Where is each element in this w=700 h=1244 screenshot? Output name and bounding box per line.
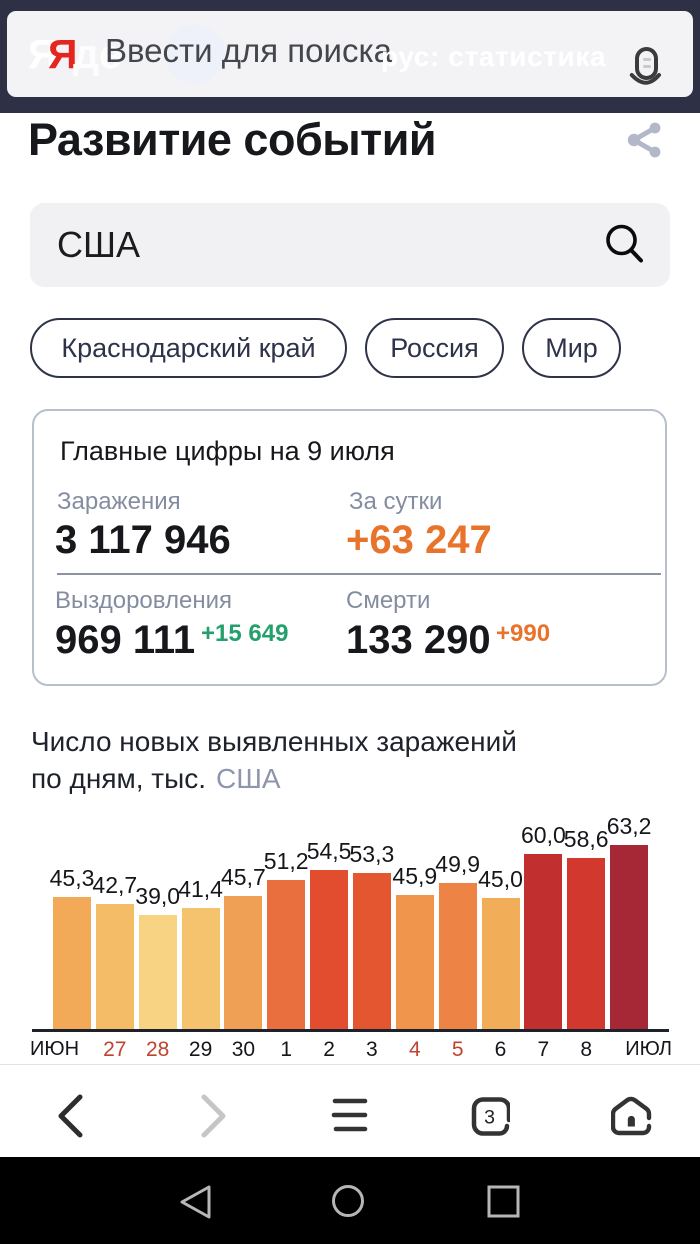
svg-text:3: 3: [484, 1107, 495, 1129]
